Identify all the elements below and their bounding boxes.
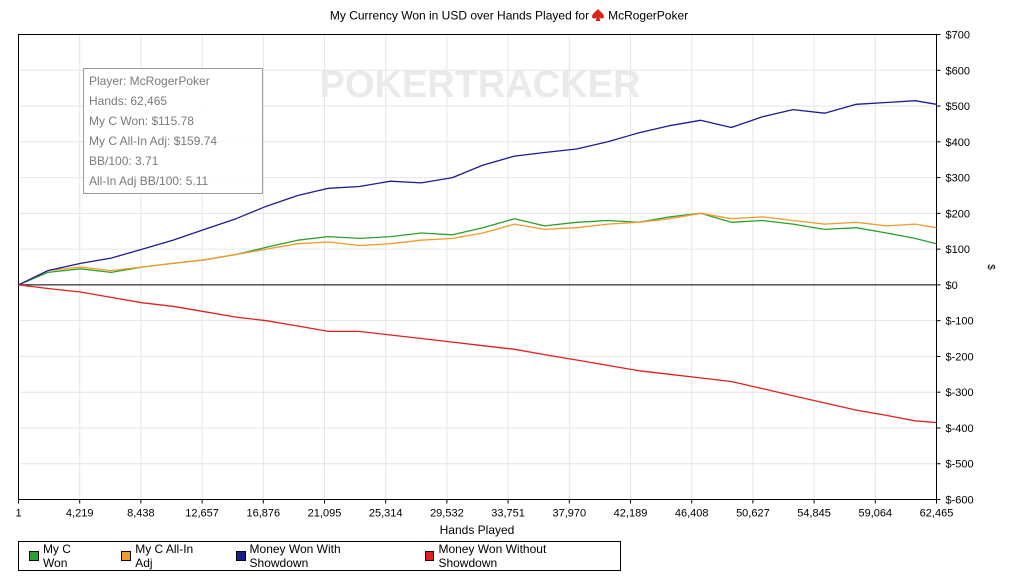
y-tick-label: $-400 [946, 423, 974, 435]
series-line [18, 100, 937, 286]
watermark: POKERTRACKER [320, 64, 641, 106]
y-tick-label: $200 [946, 208, 970, 220]
chart-title-text: My Currency Won in USD over Hands Played… [329, 8, 590, 23]
stats-allin-adj: My C All-In Adj: $159.74 [89, 134, 218, 148]
y-axis-label: $ [985, 264, 996, 270]
series-line [18, 284, 937, 424]
legend-label: My C All-In Adj [135, 542, 194, 570]
y-tick-label: $-500 [946, 459, 974, 471]
stats-bb100: BB/100: 3.71 [89, 154, 159, 168]
y-tick-label: $-300 [946, 387, 974, 399]
x-tick-label: 16,876 [246, 508, 280, 520]
legend-swatch [235, 551, 246, 561]
y-tick-label: $-200 [946, 351, 974, 363]
x-tick-label: 59,064 [858, 508, 892, 520]
x-tick-label: 8,438 [127, 508, 155, 520]
legend-swatch [424, 551, 435, 561]
x-tick-label: 4,219 [66, 508, 94, 520]
y-tick-label: $500 [946, 101, 970, 113]
y-tick-label: $100 [946, 244, 970, 256]
x-tick-label: 1 [15, 508, 21, 520]
x-tick-label: 46,408 [675, 508, 709, 520]
y-tick-label: $300 [946, 173, 970, 185]
y-tick-label: $400 [946, 137, 970, 149]
y-tick-label: $-100 [946, 316, 974, 328]
series-line [18, 212, 937, 286]
y-tick-label: $0 [946, 280, 958, 292]
y-tick-label: $-600 [946, 495, 974, 507]
y-axis-ticks: $700 $600 $500 $400 $300 $200 $100 $0 $-100 $-200… [936, 30, 974, 507]
series-lines [18, 100, 937, 424]
legend-item-my-c-won[interactable]: My C Won [29, 542, 98, 570]
y-tick-label: $600 [946, 65, 970, 77]
plot-area [18, 34, 937, 500]
x-tick-label: 12,657 [185, 508, 219, 520]
x-tick-label: 50,627 [736, 508, 770, 520]
x-tick-label: 54,845 [797, 508, 831, 520]
x-tick-label: 21,095 [308, 508, 342, 520]
stats-player: Player: McRogerPoker [89, 74, 210, 88]
legend-label: Money Won Without Showdown [438, 542, 547, 570]
x-axis-label: Hands Played [440, 523, 515, 537]
legend-item-all-in-adj[interactable]: My C All-In Adj [121, 542, 212, 570]
legend-swatch [121, 551, 132, 561]
spade-icon [591, 8, 605, 25]
legend-label: Money Won With Showdown [249, 542, 341, 570]
chart-title: My Currency Won in USD over Hands Played… [0, 8, 1018, 25]
y-tick-label: $700 [946, 30, 970, 42]
legend: My C Won My C All-In Adj Money Won With … [18, 541, 621, 571]
legend-item-with-showdown[interactable]: Money Won With Showdown [235, 542, 402, 570]
x-axis-ticks: 1 4,219 8,438 12,657 16,876 21,095 25,314 29,53… [15, 499, 954, 520]
legend-item-without-showdown[interactable]: Money Won Without Showdown [424, 542, 607, 570]
x-tick-label: 33,751 [491, 508, 525, 520]
x-tick-label: 37,970 [552, 508, 586, 520]
x-tick-label: 62,465 [920, 508, 954, 520]
stats-allin-bb100: All-In Adj BB/100: 5.11 [89, 174, 209, 188]
x-tick-label: 42,189 [614, 508, 648, 520]
chart-title-player: McRogerPoker [608, 8, 689, 23]
stats-won: My C Won: $115.78 [89, 114, 194, 128]
legend-swatch [29, 551, 39, 561]
x-tick-label: 29,532 [430, 508, 464, 520]
x-tick-label: 25,314 [369, 508, 403, 520]
stats-tooltip: Player: McRogerPoker Hands: 62,465 My C … [83, 68, 263, 194]
legend-label: My C Won [42, 542, 71, 570]
stats-hands: Hands: 62,465 [89, 94, 168, 108]
